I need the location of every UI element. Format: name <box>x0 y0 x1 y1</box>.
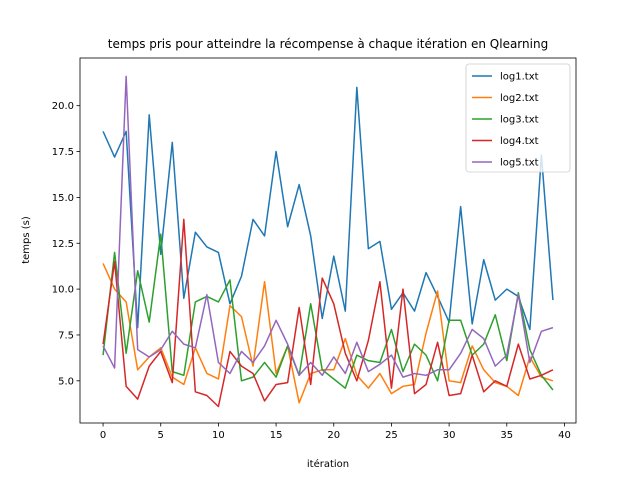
y-tick-label: 20.0 <box>52 101 74 112</box>
series-line-5 <box>102 75 554 378</box>
legend-label: log3.txt <box>500 115 539 126</box>
y-axis-label: temps (s) <box>21 216 32 264</box>
legend-box <box>465 63 571 173</box>
series-line-3 <box>102 233 554 391</box>
x-axis-label: itération <box>307 458 349 470</box>
plot-frame <box>79 57 577 424</box>
y-tick-label: 10.0 <box>52 285 74 296</box>
legend-label: log4.txt <box>500 136 539 147</box>
chart-title: temps pris pour atteindre la récompense … <box>108 37 548 51</box>
x-tick-label: 40 <box>558 430 571 441</box>
series-line-1 <box>102 86 554 331</box>
y-tick-label: 12.5 <box>52 239 74 250</box>
x-tick-label: 20 <box>327 430 340 441</box>
legend-label: log2.txt <box>500 93 539 104</box>
x-tick-label: 15 <box>270 430 283 441</box>
legend-label: log5.txt <box>500 158 539 169</box>
plot-area <box>102 75 554 408</box>
y-tick-label: 15.0 <box>52 193 74 204</box>
y-tick-label: 17.5 <box>52 147 74 158</box>
x-tick-label: 5 <box>158 430 164 441</box>
x-axis: 0 5 10 15 20 25 30 35 40 <box>100 423 571 441</box>
x-tick-label: 25 <box>385 430 398 441</box>
series-line-2 <box>102 263 554 404</box>
legend: log1.txt log2.txt log3.txt log4.txt log5.txt <box>465 63 571 173</box>
x-tick-label: 35 <box>500 430 513 441</box>
y-tick-label: 7.5 <box>58 330 74 341</box>
x-tick-label: 10 <box>212 430 225 441</box>
x-tick-label: 30 <box>443 430 456 441</box>
y-axis: 5.0 7.5 10.0 12.5 15.0 17.5 20.0 <box>52 101 80 387</box>
legend-label: log1.txt <box>500 72 539 83</box>
y-tick-label: 5.0 <box>58 376 74 387</box>
x-tick-label: 0 <box>100 430 106 441</box>
series-line-4 <box>102 218 554 408</box>
